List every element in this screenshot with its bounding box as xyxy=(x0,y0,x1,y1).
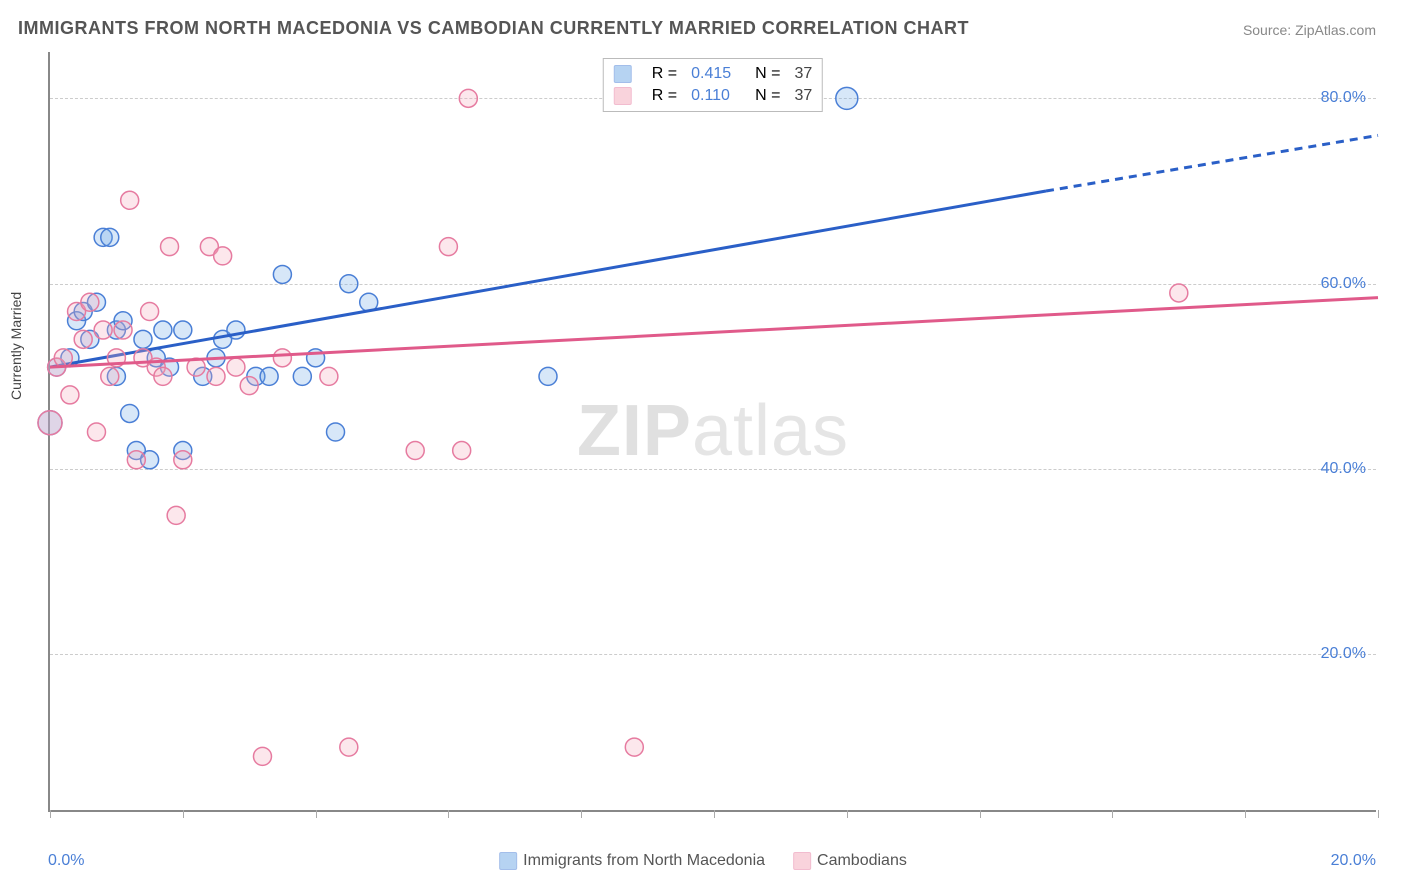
source-label: Source: ZipAtlas.com xyxy=(1243,22,1376,38)
legend-n-value: 37 xyxy=(794,65,812,83)
data-point xyxy=(114,321,132,339)
data-point xyxy=(167,506,185,524)
x-tick xyxy=(50,810,51,818)
data-point xyxy=(340,738,358,756)
data-point xyxy=(836,87,858,109)
x-tick xyxy=(183,810,184,818)
x-tick xyxy=(316,810,317,818)
data-point xyxy=(154,367,172,385)
data-point xyxy=(327,423,345,441)
data-point xyxy=(61,386,79,404)
data-point xyxy=(134,330,152,348)
data-point xyxy=(94,321,112,339)
legend-n-value: 37 xyxy=(794,87,812,105)
legend-series-label: Cambodians xyxy=(817,852,907,869)
x-tick xyxy=(980,810,981,818)
data-point xyxy=(121,404,139,422)
data-point xyxy=(240,377,258,395)
data-point xyxy=(340,275,358,293)
chart-title: IMMIGRANTS FROM NORTH MACEDONIA VS CAMBO… xyxy=(18,18,969,39)
data-point xyxy=(38,411,62,435)
legend-swatch xyxy=(499,852,517,870)
legend-r-prefix: R = xyxy=(652,87,677,105)
data-point xyxy=(214,247,232,265)
x-tick xyxy=(847,810,848,818)
legend-item: Immigrants from North Macedonia xyxy=(499,852,765,870)
data-point xyxy=(406,442,424,460)
data-point xyxy=(54,349,72,367)
x-axis-min-label: 0.0% xyxy=(48,852,84,870)
data-point xyxy=(174,321,192,339)
data-point xyxy=(459,89,477,107)
legend-r-prefix: R = xyxy=(652,65,677,83)
chart-svg xyxy=(50,52,1376,810)
data-point xyxy=(101,228,119,246)
x-tick xyxy=(581,810,582,818)
x-tick xyxy=(1378,810,1379,818)
data-point xyxy=(273,265,291,283)
x-tick xyxy=(714,810,715,818)
data-point xyxy=(320,367,338,385)
series-legend: Immigrants from North Macedonia Cambodian… xyxy=(499,852,907,870)
legend-row: R = 0.110 N = 37 xyxy=(614,85,812,107)
data-point xyxy=(121,191,139,209)
data-point xyxy=(253,747,271,765)
legend-r-value: 0.415 xyxy=(691,65,741,83)
data-point xyxy=(154,321,172,339)
data-point xyxy=(625,738,643,756)
correlation-legend: R = 0.415 N = 37 R = 0.110 N = 37 xyxy=(603,58,823,112)
data-point xyxy=(81,293,99,311)
legend-n-prefix: N = xyxy=(755,87,780,105)
data-point xyxy=(174,451,192,469)
data-point xyxy=(207,367,225,385)
data-point xyxy=(539,367,557,385)
legend-series-label: Immigrants from North Macedonia xyxy=(523,852,765,869)
x-tick xyxy=(1245,810,1246,818)
data-point xyxy=(127,451,145,469)
plot-area: ZIPatlas R =0.415N =37R =0.110N =37 20.0… xyxy=(48,52,1376,812)
data-point xyxy=(141,303,159,321)
data-point xyxy=(260,367,278,385)
legend-n-prefix: N = xyxy=(755,65,780,83)
data-point xyxy=(87,423,105,441)
data-point xyxy=(453,442,471,460)
x-tick xyxy=(448,810,449,818)
legend-item: Cambodians xyxy=(793,852,907,870)
data-point xyxy=(161,238,179,256)
data-point xyxy=(74,330,92,348)
legend-swatch xyxy=(614,87,632,105)
legend-swatch xyxy=(793,852,811,870)
x-axis-max-label: 20.0% xyxy=(1331,852,1376,870)
x-tick xyxy=(1112,810,1113,818)
data-point xyxy=(273,349,291,367)
legend-swatch xyxy=(614,65,632,83)
data-point xyxy=(293,367,311,385)
legend-row: R = 0.415 N = 37 xyxy=(614,63,812,85)
y-axis-label: Currently Married xyxy=(8,292,24,400)
data-point xyxy=(101,367,119,385)
data-point xyxy=(439,238,457,256)
data-point xyxy=(1170,284,1188,302)
trend-line-extrapolated xyxy=(1046,135,1378,191)
legend-r-value: 0.110 xyxy=(691,87,741,105)
data-point xyxy=(227,358,245,376)
